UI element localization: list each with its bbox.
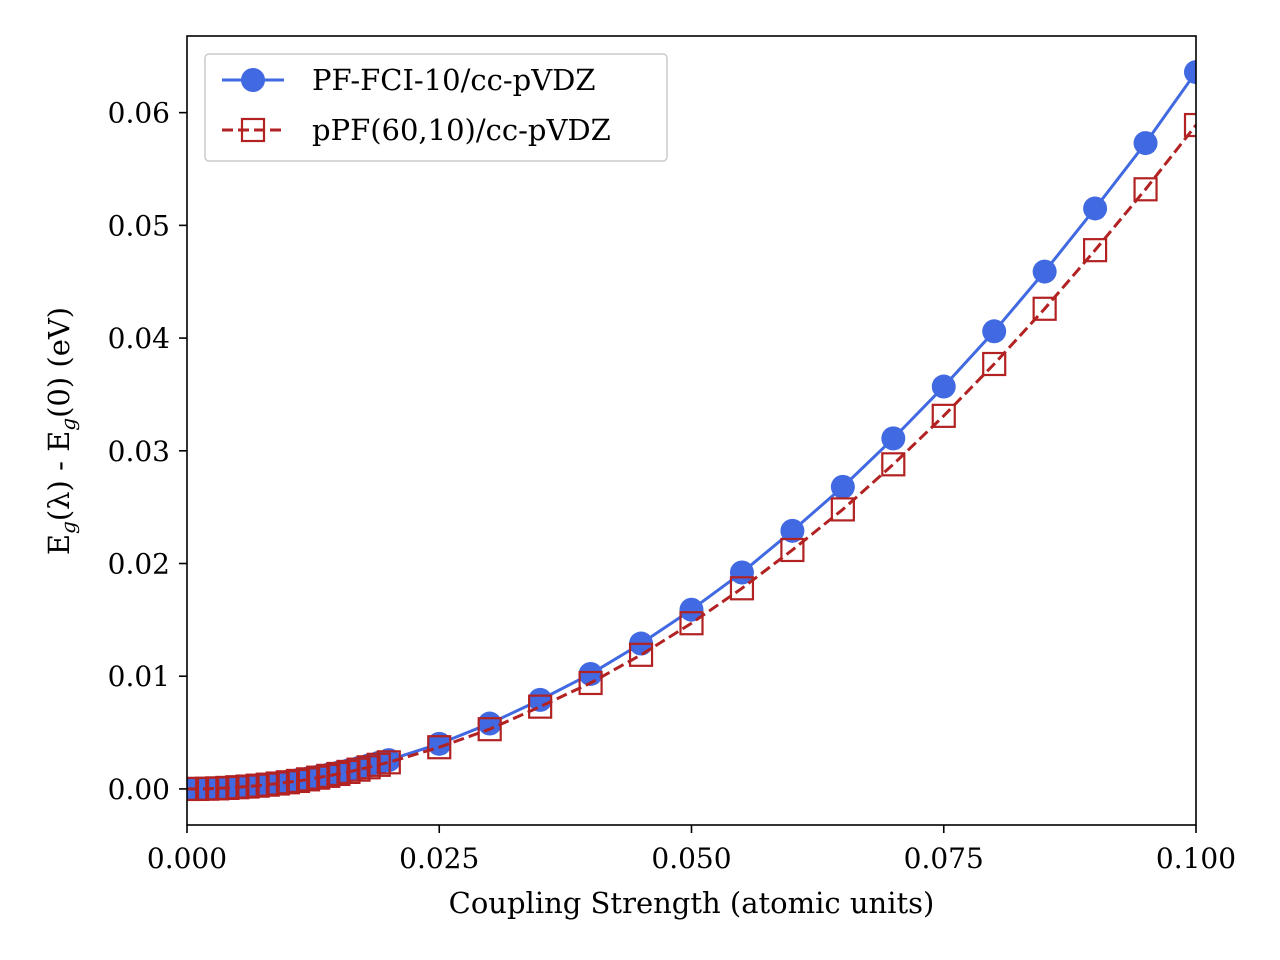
data-point xyxy=(528,687,553,712)
x-tick-label: 0.000 xyxy=(147,842,227,875)
data-point xyxy=(477,711,502,736)
data-point xyxy=(1032,296,1057,321)
data-point xyxy=(881,426,906,451)
x-axis: 0.000 0.025 0.050 0.075 0.100 xyxy=(147,825,1236,875)
data-point xyxy=(679,597,704,622)
legend-label-2: pPF(60,10)/cc-pVDZ xyxy=(312,113,611,147)
data-point xyxy=(931,403,956,428)
data-point xyxy=(830,497,855,522)
data-point xyxy=(982,319,1007,344)
data-point xyxy=(628,642,654,667)
data-point xyxy=(881,452,906,477)
data-point xyxy=(528,694,553,719)
data-point xyxy=(931,374,956,399)
data-point xyxy=(1082,238,1108,263)
data-point xyxy=(780,537,805,563)
y-label-sub-2: g xyxy=(56,418,80,431)
data-point xyxy=(427,735,452,760)
data-point xyxy=(1184,60,1196,85)
legend-label-1: PF-FCI-10/cc-pVDZ xyxy=(312,63,596,97)
y-tick-label: 0.03 xyxy=(108,435,170,468)
y-label-sub-1: g xyxy=(56,521,80,534)
y-tick-label: 0.02 xyxy=(108,548,170,581)
data-point xyxy=(1133,177,1158,202)
data-point xyxy=(679,611,704,636)
x-axis-label: Coupling Strength (atomic units) xyxy=(449,886,935,920)
y-tick-label: 0.01 xyxy=(108,660,170,693)
data-point xyxy=(1183,112,1196,138)
legend: PF-FCI-10/cc-pVDZ pPF(60,10)/cc-pVDZ xyxy=(204,53,668,162)
data-point xyxy=(729,560,754,585)
data-point xyxy=(187,776,200,802)
y-label-part-1: E xyxy=(42,534,76,555)
y-tick-label: 0.06 xyxy=(108,97,170,130)
y-tick-label: 0.00 xyxy=(108,773,170,806)
data-point xyxy=(578,670,603,696)
data-point xyxy=(1133,131,1158,156)
data-point xyxy=(729,576,755,601)
series-layer xyxy=(187,60,1196,802)
data-point xyxy=(830,474,855,499)
data-point xyxy=(578,661,603,686)
data-point xyxy=(376,750,401,775)
y-tick-label: 0.04 xyxy=(108,322,170,355)
data-point xyxy=(1032,259,1057,284)
x-tick-label: 0.100 xyxy=(1156,842,1236,875)
data-point xyxy=(780,518,805,543)
series-2 xyxy=(187,112,1196,802)
legend-box xyxy=(204,53,668,162)
legend-marker-1 xyxy=(241,68,265,92)
y-label-part-2: (λ) - E xyxy=(42,431,76,521)
data-point xyxy=(1083,196,1108,221)
x-tick-label: 0.050 xyxy=(651,842,731,875)
data-point xyxy=(477,717,502,742)
x-tick-label: 0.025 xyxy=(399,842,479,875)
y-axis-label: Eg(λ) - Eg(0) (eV) xyxy=(42,307,80,555)
legend-marker-2 xyxy=(240,117,266,143)
y-label-part-3: (0) (eV) xyxy=(42,307,76,418)
y-tick-label: 0.05 xyxy=(108,209,170,242)
data-point xyxy=(982,351,1007,377)
y-axis: 0.00 0.01 0.02 0.03 0.04 0.05 0.06 xyxy=(108,97,187,806)
x-tick-label: 0.075 xyxy=(904,842,984,875)
